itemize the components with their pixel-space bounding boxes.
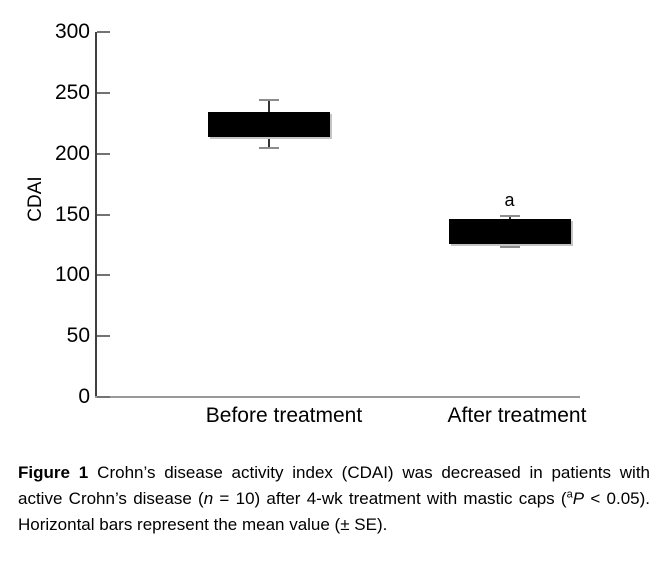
y-tick-mark	[97, 152, 110, 155]
y-tick-mark	[97, 31, 110, 33]
y-tick-label: 250	[54, 80, 90, 104]
significance-label: a	[504, 189, 515, 210]
error-bar-cap-bottom	[499, 246, 520, 249]
caption-text-2b: = 10) after 4-wk treatment with mastic c…	[213, 489, 567, 508]
y-tick-label: 100	[54, 263, 90, 287]
caption-line-1: Figure 1 Crohn’s disease activity index (…	[18, 460, 650, 486]
caption-figure-number: Figure 1	[18, 463, 89, 482]
y-tick-label: 50	[66, 324, 90, 348]
caption-line-2: active Crohn’s disease (n = 10) after 4-…	[18, 486, 650, 512]
error-bar-cap-bottom	[259, 146, 279, 149]
x-category-label: Before treatment	[205, 404, 363, 427]
caption-text-1: Crohn’s disease activity index (CDAI) wa…	[97, 463, 650, 482]
x-category-label: After treatment	[447, 404, 587, 427]
x-axis-line	[95, 396, 580, 398]
figure-caption: Figure 1 Crohn’s disease activity index (…	[18, 460, 650, 538]
y-tick-label: 200	[54, 141, 90, 165]
caption-line-3: Horizontal bars represent the mean value…	[18, 515, 388, 534]
y-tick-label: 150	[54, 202, 90, 226]
mean-bar	[448, 219, 571, 245]
y-axis-line	[95, 32, 97, 398]
y-tick-mark	[97, 274, 110, 277]
y-axis-title: CDAI	[25, 176, 46, 222]
y-tick-mark	[97, 213, 110, 216]
y-tick-mark	[97, 335, 110, 338]
caption-n-variable: n	[203, 489, 214, 508]
y-tick-label: 300	[54, 20, 90, 43]
cdai-chart: CDAI 0 50 100 150 200 250 300 Before treatment A…	[25, 20, 587, 427]
y-tick-mark	[97, 396, 110, 398]
mean-bar	[208, 111, 330, 137]
error-bar-cap-top	[499, 214, 520, 217]
caption-text-2a: active Crohn’s disease (	[18, 489, 204, 508]
y-tick-mark	[97, 91, 110, 94]
error-bar-cap-top	[259, 99, 279, 102]
caption-text-2c: < 0.05).	[584, 489, 650, 508]
significance-superscript: a	[566, 488, 573, 501]
caption-p-variable: P	[572, 489, 585, 508]
y-tick-label: 0	[78, 385, 90, 408]
